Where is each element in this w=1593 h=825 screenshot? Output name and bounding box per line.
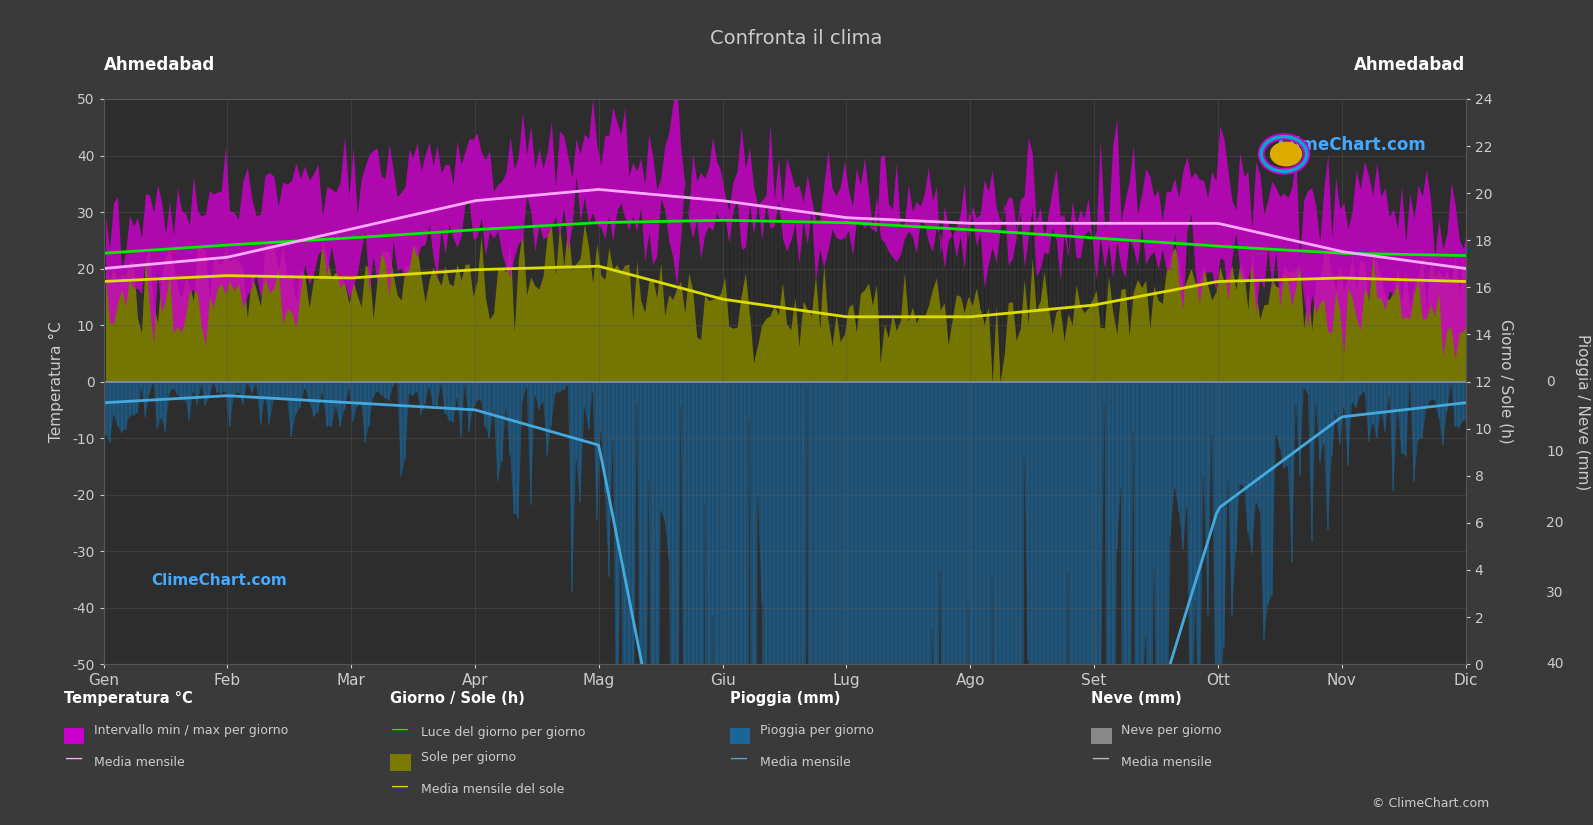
Text: Media mensile: Media mensile [1121,757,1212,770]
Text: Giorno / Sole (h): Giorno / Sole (h) [390,691,526,706]
Text: 30: 30 [1547,587,1564,601]
Text: Pioggia per giorno: Pioggia per giorno [760,724,873,738]
Text: Confronta il clima: Confronta il clima [710,29,883,48]
Text: Luce del giorno per giorno: Luce del giorno per giorno [421,726,585,739]
Text: Intervallo min / max per giorno: Intervallo min / max per giorno [94,724,288,738]
Text: 20: 20 [1547,516,1564,530]
Circle shape [1271,142,1301,166]
Text: Media mensile: Media mensile [94,757,185,770]
Text: —: — [1091,749,1109,767]
Text: ClimeChart.com: ClimeChart.com [151,573,287,588]
Text: Media mensile del sole: Media mensile del sole [421,783,564,796]
Text: Neve (mm): Neve (mm) [1091,691,1182,706]
Text: Pioggia (mm): Pioggia (mm) [730,691,840,706]
Text: Sole per giorno: Sole per giorno [421,751,516,764]
Text: —: — [390,776,408,794]
Text: Ahmedabad: Ahmedabad [104,55,215,73]
Text: 10: 10 [1547,446,1564,460]
Text: Media mensile: Media mensile [760,757,851,770]
Text: 0: 0 [1547,375,1555,389]
Text: —: — [730,749,747,767]
Text: —: — [64,749,81,767]
Text: Neve per giorno: Neve per giorno [1121,724,1222,738]
Text: Pioggia / Neve (mm): Pioggia / Neve (mm) [1575,334,1590,491]
Text: 40: 40 [1547,658,1564,671]
Y-axis label: Giorno / Sole (h): Giorno / Sole (h) [1497,319,1513,444]
Text: —: — [390,719,408,738]
Text: ClimeChart.com: ClimeChart.com [1278,136,1426,153]
Text: © ClimeChart.com: © ClimeChart.com [1372,797,1489,810]
Text: Ahmedabad: Ahmedabad [1354,55,1466,73]
Text: Temperatura °C: Temperatura °C [64,691,193,706]
Y-axis label: Temperatura °C: Temperatura °C [49,321,64,442]
